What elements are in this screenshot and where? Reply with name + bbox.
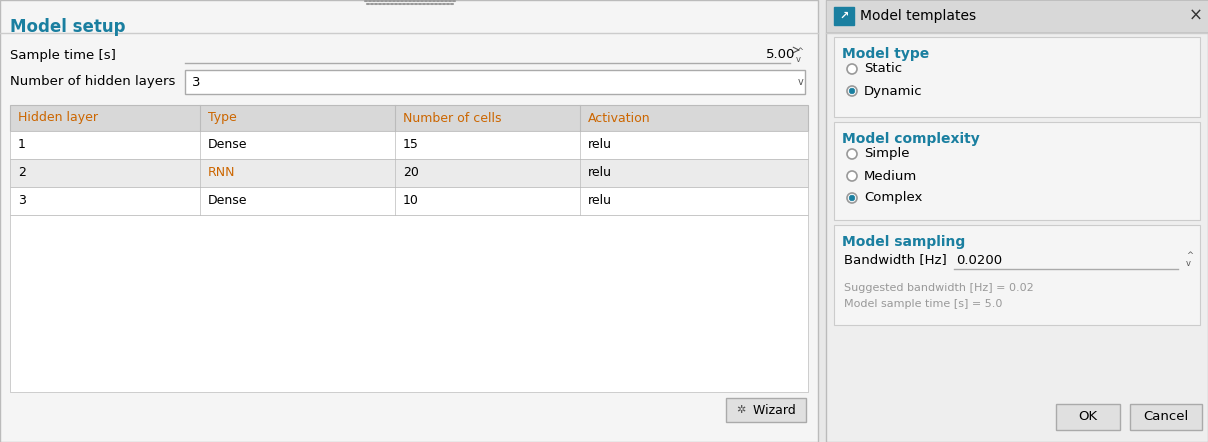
Text: 3: 3: [192, 76, 201, 88]
Text: ^: ^: [1186, 251, 1194, 260]
Bar: [10, 105, 808, 131]
Bar: [1056, 404, 1120, 430]
Text: Wizard: Wizard: [744, 404, 795, 416]
Bar: [10, 159, 808, 187]
Text: Simple: Simple: [864, 148, 910, 160]
Text: Model sampling: Model sampling: [842, 235, 965, 249]
Text: 20: 20: [403, 167, 419, 179]
Circle shape: [847, 171, 856, 181]
Text: 0.0200: 0.0200: [956, 254, 1003, 267]
Text: Dense: Dense: [208, 138, 248, 152]
Text: Model sample time [s] = 5.0: Model sample time [s] = 5.0: [844, 299, 1003, 309]
Bar: [10, 131, 808, 159]
Text: Complex: Complex: [864, 191, 923, 205]
Bar: [10, 215, 808, 392]
Text: ^: ^: [796, 46, 803, 56]
Bar: [726, 398, 806, 422]
Text: Medium: Medium: [864, 169, 917, 183]
Circle shape: [849, 88, 855, 94]
Text: 10: 10: [403, 194, 419, 207]
Text: 2: 2: [18, 167, 25, 179]
Text: v: v: [796, 54, 801, 64]
Text: Model type: Model type: [842, 47, 929, 61]
Text: 15: 15: [403, 138, 419, 152]
Text: relu: relu: [588, 138, 612, 152]
Circle shape: [849, 195, 855, 201]
Text: ↗: ↗: [840, 11, 849, 21]
Text: Bandwidth [Hz]: Bandwidth [Hz]: [844, 254, 947, 267]
Circle shape: [847, 149, 856, 159]
Text: Model setup: Model setup: [10, 18, 126, 36]
Circle shape: [847, 64, 856, 74]
Bar: [826, 0, 1208, 32]
Bar: [185, 70, 805, 94]
Text: Type: Type: [208, 111, 237, 125]
Text: 1: 1: [18, 138, 25, 152]
Bar: [834, 37, 1200, 117]
Text: Model complexity: Model complexity: [842, 132, 980, 146]
Bar: [834, 7, 854, 25]
Circle shape: [847, 86, 856, 96]
Bar: [826, 0, 1208, 442]
Text: Hidden layer: Hidden layer: [18, 111, 98, 125]
Text: Sample time [s]: Sample time [s]: [10, 49, 116, 61]
Text: v: v: [798, 77, 803, 87]
Text: ✲: ✲: [736, 405, 745, 415]
Text: Activation: Activation: [588, 111, 651, 125]
Text: Cancel: Cancel: [1144, 411, 1189, 423]
Text: v: v: [1186, 259, 1191, 268]
Text: Model templates: Model templates: [860, 9, 976, 23]
Text: Suggested bandwidth [Hz] = 0.02: Suggested bandwidth [Hz] = 0.02: [844, 283, 1034, 293]
Text: 5.00: 5.00: [766, 49, 795, 61]
Text: 3: 3: [18, 194, 25, 207]
Bar: [834, 225, 1200, 325]
Text: Dynamic: Dynamic: [864, 84, 923, 98]
Text: RNN: RNN: [208, 167, 236, 179]
Text: ×: ×: [1189, 7, 1203, 25]
Text: Dense: Dense: [208, 194, 248, 207]
Bar: [0, 0, 818, 442]
Text: Number of cells: Number of cells: [403, 111, 501, 125]
Text: Static: Static: [864, 62, 902, 76]
Text: relu: relu: [588, 194, 612, 207]
Text: OK: OK: [1079, 411, 1098, 423]
Circle shape: [847, 193, 856, 203]
Bar: [1129, 404, 1202, 430]
Text: relu: relu: [588, 167, 612, 179]
Bar: [834, 122, 1200, 220]
Text: Number of hidden layers: Number of hidden layers: [10, 76, 175, 88]
Bar: [10, 187, 808, 215]
